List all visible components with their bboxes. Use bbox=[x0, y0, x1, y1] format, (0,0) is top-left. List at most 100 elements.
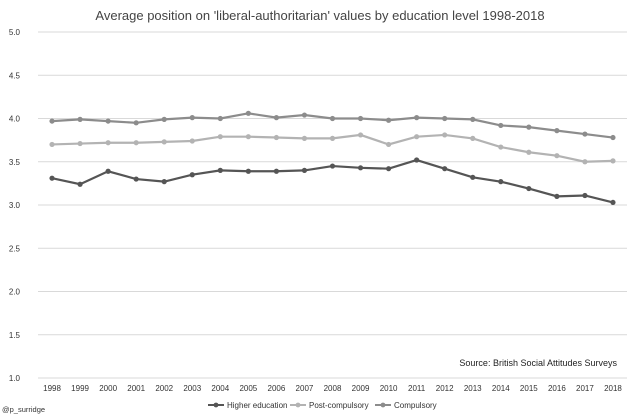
data-point bbox=[273, 115, 280, 121]
y-tick-label: 3.5 bbox=[9, 158, 21, 167]
data-point bbox=[273, 168, 280, 174]
x-tick-label: 2013 bbox=[464, 384, 482, 393]
x-tick-label: 2018 bbox=[604, 384, 622, 393]
data-point bbox=[385, 141, 392, 148]
data-point bbox=[77, 140, 83, 147]
x-tick-label: 2002 bbox=[155, 384, 173, 393]
x-tick-label: 2010 bbox=[380, 384, 398, 393]
data-point bbox=[161, 139, 167, 145]
data-point bbox=[133, 176, 139, 182]
legend-item: Higher education bbox=[208, 401, 287, 410]
data-point bbox=[49, 118, 55, 124]
data-point bbox=[442, 132, 448, 138]
y-tick-label: 5.0 bbox=[9, 28, 21, 37]
data-point bbox=[245, 110, 251, 116]
data-point bbox=[301, 112, 308, 118]
data-point bbox=[526, 185, 532, 192]
data-point bbox=[526, 149, 532, 155]
data-point bbox=[498, 179, 504, 185]
data-point bbox=[554, 193, 560, 199]
data-point bbox=[442, 115, 448, 122]
source-note: Source: British Social Attitudes Surveys bbox=[459, 358, 617, 368]
data-point bbox=[329, 115, 336, 122]
data-point bbox=[582, 192, 588, 199]
data-point bbox=[133, 120, 139, 126]
x-tick-label: 2004 bbox=[211, 384, 229, 393]
x-tick-label: 2000 bbox=[99, 384, 117, 393]
data-point bbox=[470, 135, 476, 141]
data-point bbox=[217, 134, 223, 140]
credit-handle: @p_surridge bbox=[2, 405, 45, 414]
y-tick-label: 1.0 bbox=[9, 374, 21, 383]
data-point bbox=[105, 168, 111, 174]
data-point bbox=[470, 174, 476, 180]
x-tick-label: 2005 bbox=[239, 384, 257, 393]
data-point bbox=[105, 140, 111, 146]
y-tick-label: 2.0 bbox=[9, 288, 21, 297]
x-tick-label: 2008 bbox=[324, 384, 342, 393]
x-tick-label: 2015 bbox=[520, 384, 538, 393]
legend: Higher education Post-compulsory Compulsor… bbox=[208, 401, 437, 410]
data-point bbox=[582, 131, 588, 137]
x-tick-label: 2009 bbox=[352, 384, 370, 393]
x-tick-label: 2012 bbox=[436, 384, 454, 393]
data-point bbox=[357, 115, 364, 122]
x-tick-label: 2014 bbox=[492, 384, 510, 393]
data-point bbox=[189, 172, 195, 178]
data-point bbox=[414, 115, 420, 121]
data-point bbox=[217, 167, 223, 173]
x-axis-ticks: 1998 1999 2000 2001 2002 2003 2004 2005 2006 2007… bbox=[43, 384, 622, 393]
legend-swatch-marker bbox=[213, 402, 219, 408]
x-tick-label: 2011 bbox=[408, 384, 426, 393]
data-point bbox=[217, 115, 223, 122]
data-point bbox=[189, 138, 195, 144]
legend-label: Compulsory bbox=[394, 401, 437, 410]
data-point bbox=[610, 158, 616, 164]
data-point bbox=[161, 116, 167, 122]
data-point bbox=[301, 135, 308, 141]
series-post-compulsory bbox=[49, 132, 616, 165]
legend-swatch-marker bbox=[295, 402, 301, 408]
data-point bbox=[49, 175, 55, 181]
y-axis-ticks: 1.0 1.5 2.0 2.5 3.0 3.5 4.0 4.5 5.0 bbox=[9, 28, 21, 383]
data-point bbox=[414, 157, 420, 163]
data-point bbox=[385, 166, 392, 172]
data-point bbox=[77, 181, 83, 187]
x-tick-label: 2001 bbox=[127, 384, 145, 393]
x-tick-label: 2007 bbox=[296, 384, 314, 393]
legend-label: Post-compulsory bbox=[309, 401, 369, 410]
data-point bbox=[498, 122, 504, 129]
data-point bbox=[526, 124, 532, 130]
data-point bbox=[442, 166, 448, 172]
gridlines bbox=[38, 31, 627, 379]
data-point bbox=[49, 141, 55, 148]
data-point bbox=[554, 153, 560, 159]
data-point bbox=[189, 115, 195, 121]
x-tick-label: 2017 bbox=[576, 384, 594, 393]
x-tick-label: 1998 bbox=[43, 384, 61, 393]
series-higher-education bbox=[49, 157, 616, 206]
data-point bbox=[357, 165, 364, 171]
legend-swatch-marker bbox=[380, 402, 386, 408]
data-point bbox=[133, 140, 139, 146]
x-tick-label: 2006 bbox=[268, 384, 286, 393]
x-tick-label: 2003 bbox=[183, 384, 201, 393]
chart-title: Average position on 'liberal-authoritari… bbox=[95, 8, 544, 23]
y-tick-label: 4.0 bbox=[9, 115, 21, 124]
data-point bbox=[357, 132, 364, 138]
data-point bbox=[582, 159, 588, 165]
y-tick-label: 4.5 bbox=[9, 71, 21, 80]
data-point bbox=[414, 134, 420, 140]
data-point bbox=[610, 134, 616, 141]
data-point bbox=[245, 168, 251, 174]
legend-item: Post-compulsory bbox=[290, 401, 369, 410]
data-point bbox=[498, 144, 504, 150]
y-tick-label: 1.5 bbox=[9, 331, 21, 340]
legend-item: Compulsory bbox=[375, 401, 437, 410]
y-tick-label: 3.0 bbox=[9, 201, 21, 210]
x-tick-label: 1999 bbox=[71, 384, 89, 393]
y-tick-label: 2.5 bbox=[9, 244, 21, 253]
series-lines bbox=[49, 110, 616, 206]
